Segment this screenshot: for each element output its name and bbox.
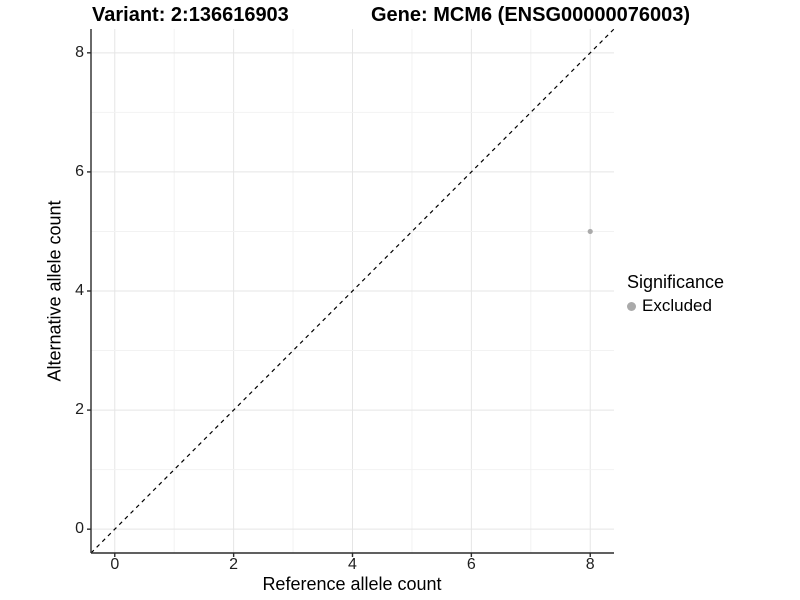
x-axis-title: Reference allele count	[262, 574, 442, 594]
y-tick-label: 8	[75, 43, 84, 61]
gene-title: Gene: MCM6 (ENSG00000076003)	[371, 4, 691, 26]
data-point	[587, 228, 593, 235]
x-tick-label: 2	[229, 556, 239, 573]
legend-point-swatch	[627, 301, 636, 311]
legend-item-excluded: Excluded	[627, 296, 724, 316]
variant-title: Variant: 2:136616903	[92, 4, 289, 26]
x-tick-label: 4	[348, 556, 357, 573]
y-tick-label: 2	[75, 401, 84, 419]
y-axis-title: Alternative allele count	[44, 200, 65, 382]
x-tick-label: 6	[466, 556, 476, 573]
legend: Significance Excluded	[627, 272, 724, 316]
y-tick-label: 0	[75, 520, 84, 538]
legend-item-label: Excluded	[642, 296, 712, 315]
legend-title: Significance	[627, 272, 725, 292]
identity-dashed-line	[90, 28, 615, 554]
x-tick-label: 0	[110, 556, 120, 573]
x-tick-label: 8	[585, 556, 595, 573]
y-tick-label: 4	[75, 282, 84, 299]
y-tick-label: 6	[75, 162, 84, 180]
